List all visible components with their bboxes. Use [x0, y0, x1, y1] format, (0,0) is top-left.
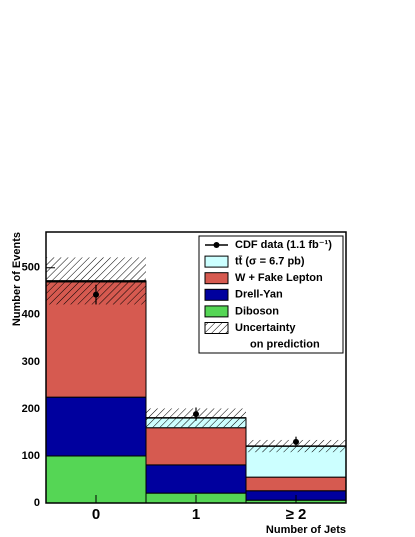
data-point — [293, 438, 299, 445]
legend-swatch — [204, 272, 229, 285]
x-tick-label: 1 — [192, 506, 200, 523]
legend-swatch — [204, 305, 229, 318]
y-tick-label: 300 — [22, 356, 40, 368]
legend-label: Diboson — [235, 305, 279, 317]
legend-label: Drell-Yan — [235, 289, 283, 301]
legend-label: Uncertainty — [235, 322, 296, 334]
x-axis-label: Number of Jets — [266, 524, 346, 536]
data-point — [93, 291, 99, 298]
legend-label: W + Fake Lepton — [235, 272, 323, 284]
y-axis-label: Number of Events — [11, 232, 23, 326]
legend-data-marker — [213, 242, 220, 248]
legend-label: CDF data (1.1 fb⁻¹) — [235, 239, 332, 251]
bar-segment — [45, 396, 147, 457]
legend-swatch — [204, 255, 229, 268]
y-tick-label: 500 — [22, 262, 40, 274]
data-point — [193, 411, 199, 418]
y-tick-label: 400 — [22, 309, 40, 321]
x-tick-label: ≥ 2 — [286, 506, 307, 523]
bar-segment — [245, 476, 347, 492]
legend-swatch — [204, 288, 229, 301]
legend-swatch — [204, 322, 229, 334]
y-tick-label: 100 — [22, 450, 40, 462]
legend-label: tt̄ (σ = 6.7 pb) — [235, 256, 305, 268]
bar-segment — [145, 464, 247, 494]
bar-segment — [145, 427, 247, 466]
x-tick-label: 0 — [92, 506, 100, 523]
frame — [45, 231, 347, 504]
y-tick-label: 0 — [34, 497, 40, 509]
legend-label: on prediction — [250, 339, 320, 351]
y-tick-label: 200 — [22, 403, 40, 415]
